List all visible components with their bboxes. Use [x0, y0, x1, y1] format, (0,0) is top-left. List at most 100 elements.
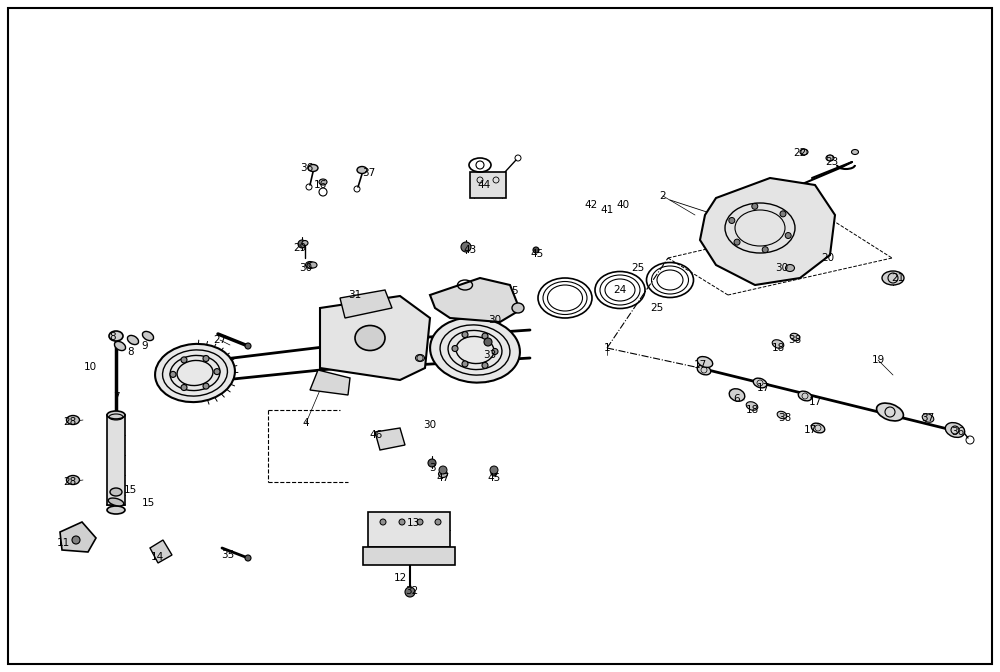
Text: 24: 24 [613, 285, 627, 295]
Circle shape [435, 519, 441, 525]
Polygon shape [60, 522, 96, 552]
Circle shape [462, 331, 468, 337]
Text: 32: 32 [405, 586, 419, 596]
Circle shape [484, 338, 492, 346]
Ellipse shape [438, 470, 448, 478]
Text: 21: 21 [891, 273, 905, 283]
Ellipse shape [355, 325, 385, 351]
Ellipse shape [811, 423, 825, 433]
Ellipse shape [430, 317, 520, 382]
Text: 6: 6 [734, 394, 740, 404]
Text: 36: 36 [300, 163, 314, 173]
Text: 38: 38 [788, 335, 802, 345]
Ellipse shape [826, 155, 834, 161]
Ellipse shape [319, 179, 327, 185]
Text: 42: 42 [584, 200, 598, 210]
Bar [363, 547, 455, 565]
Polygon shape [310, 370, 350, 395]
Ellipse shape [309, 262, 317, 268]
Text: 28: 28 [63, 477, 77, 487]
Text: 4: 4 [303, 418, 309, 428]
Text: 14: 14 [150, 552, 164, 562]
Bar [368, 512, 450, 547]
Ellipse shape [786, 265, 794, 271]
Text: 7: 7 [113, 392, 119, 402]
Text: 9: 9 [142, 341, 148, 351]
Circle shape [491, 470, 497, 476]
Text: 3: 3 [429, 463, 435, 473]
Circle shape [452, 345, 458, 351]
Circle shape [405, 587, 415, 597]
Ellipse shape [127, 335, 139, 345]
Circle shape [428, 459, 436, 467]
Ellipse shape [753, 378, 767, 388]
Text: 15: 15 [141, 498, 155, 508]
Text: 31: 31 [348, 290, 362, 300]
Text: 17: 17 [756, 383, 770, 393]
Text: 45: 45 [530, 249, 544, 259]
Text: 30: 30 [423, 420, 437, 430]
Ellipse shape [772, 340, 784, 348]
Polygon shape [320, 296, 430, 380]
Ellipse shape [66, 415, 80, 425]
Circle shape [214, 369, 220, 374]
Ellipse shape [108, 498, 124, 506]
Ellipse shape [107, 411, 125, 419]
Text: 29: 29 [293, 243, 307, 253]
Circle shape [203, 355, 209, 362]
Circle shape [492, 349, 498, 355]
Text: 17: 17 [808, 397, 822, 407]
Bar [470, 172, 506, 198]
Ellipse shape [109, 331, 123, 341]
Text: 23: 23 [825, 157, 839, 167]
Circle shape [462, 361, 468, 367]
Circle shape [780, 211, 786, 217]
Text: 30: 30 [488, 315, 502, 325]
Ellipse shape [798, 391, 812, 401]
Text: 19: 19 [871, 355, 885, 365]
Polygon shape [150, 540, 172, 563]
Text: 36: 36 [951, 427, 965, 437]
Ellipse shape [107, 506, 125, 514]
Ellipse shape [155, 344, 235, 402]
Text: 1: 1 [604, 343, 610, 353]
Circle shape [170, 372, 176, 378]
Ellipse shape [302, 241, 308, 245]
Circle shape [72, 536, 80, 544]
Circle shape [785, 233, 791, 239]
Text: 25: 25 [650, 303, 664, 313]
Text: 8: 8 [110, 332, 116, 342]
Ellipse shape [114, 341, 126, 351]
Text: 33: 33 [483, 350, 497, 360]
Text: 25: 25 [631, 263, 645, 273]
Text: 11: 11 [56, 538, 70, 548]
Polygon shape [700, 178, 835, 285]
Text: 2: 2 [660, 191, 666, 201]
Ellipse shape [882, 271, 904, 285]
Circle shape [461, 242, 471, 252]
Circle shape [762, 247, 768, 253]
Circle shape [729, 218, 735, 224]
Ellipse shape [512, 303, 524, 313]
Text: 13: 13 [406, 518, 420, 528]
Circle shape [181, 357, 187, 363]
Text: 28: 28 [63, 417, 77, 427]
Text: 44: 44 [477, 180, 491, 190]
Circle shape [482, 362, 488, 368]
Circle shape [399, 519, 405, 525]
Ellipse shape [306, 261, 314, 269]
Ellipse shape [697, 365, 711, 375]
Text: 17: 17 [803, 425, 817, 435]
Text: 22: 22 [793, 148, 807, 158]
Ellipse shape [142, 331, 154, 341]
Polygon shape [340, 290, 392, 318]
Ellipse shape [945, 423, 965, 437]
Ellipse shape [697, 357, 713, 368]
Text: 40: 40 [616, 200, 630, 210]
Text: 16: 16 [313, 180, 327, 190]
Text: 37: 37 [921, 413, 935, 423]
Text: 17: 17 [693, 360, 707, 370]
Ellipse shape [790, 333, 800, 341]
Text: 35: 35 [221, 550, 235, 560]
Circle shape [482, 333, 488, 339]
